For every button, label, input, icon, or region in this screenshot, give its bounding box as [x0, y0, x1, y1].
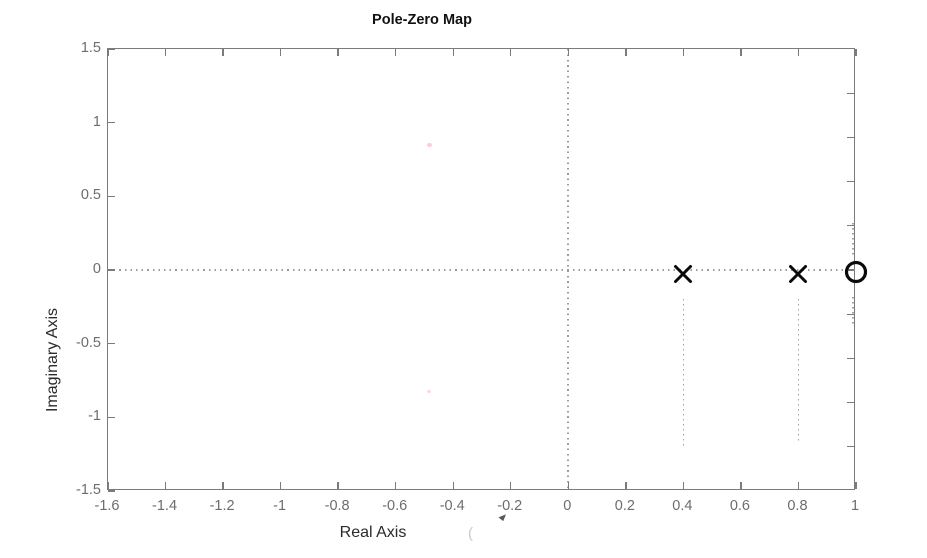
x-tick-label: -1	[273, 498, 287, 514]
y-tick-right	[847, 225, 854, 227]
x-tick-top	[107, 49, 109, 56]
grid-line-y0	[108, 269, 856, 271]
x-tick-label: 0	[563, 498, 572, 514]
y-tick-left	[108, 342, 115, 345]
zero-marker-o	[843, 259, 869, 285]
pole-marker-x	[787, 263, 809, 285]
pole-marker-x	[672, 263, 694, 285]
y-tick-left	[108, 48, 115, 50]
y-tick-left	[108, 195, 115, 198]
y-tick-label: -1	[88, 408, 101, 425]
x-tick-label: -1.4	[152, 498, 178, 514]
x-tick-label: -0.8	[324, 498, 350, 514]
x-tick-label: -0.2	[497, 498, 523, 514]
x-tick-top	[855, 49, 857, 56]
chart-title: Pole-Zero Map	[372, 12, 472, 28]
plot-area	[107, 48, 868, 492]
x-tick-top	[452, 49, 454, 56]
y-axis-label: Imaginary Axis	[44, 307, 61, 413]
y-tick-right	[847, 401, 854, 404]
x-tick-bottom	[107, 482, 109, 489]
x-axis-label: Real Axis	[339, 524, 407, 541]
x-tick-label: 0.8	[787, 498, 808, 514]
x-tick-label: 1	[850, 498, 860, 514]
x-tick-bottom	[797, 482, 800, 489]
x-tick-label: -0.4	[439, 498, 465, 514]
x-tick-bottom	[625, 482, 627, 489]
y-tick-label: 1.5	[80, 40, 101, 56]
y-tick-right	[847, 313, 854, 315]
x-tick-top	[164, 49, 167, 56]
xlabel-paren-artifact: (	[468, 525, 473, 542]
x-tick-bottom	[337, 482, 339, 489]
x-tick-top	[682, 49, 685, 56]
x-tick-label: 0.6	[729, 498, 751, 514]
dotted-stem	[797, 299, 800, 443]
y-tick-right	[847, 446, 854, 448]
y-tick-left	[108, 416, 115, 419]
y-tick-left	[108, 121, 115, 124]
x-tick-bottom	[855, 482, 857, 489]
y-tick-left	[108, 490, 115, 492]
y-tick-left	[108, 269, 115, 271]
x-tick-bottom	[394, 482, 397, 489]
x-tick-top	[279, 49, 282, 56]
pink-dot-artifact	[427, 390, 431, 393]
dotted-stem	[852, 222, 854, 256]
x-tick-bottom	[567, 482, 569, 489]
x-tick-bottom	[682, 482, 685, 489]
y-tick-right	[847, 92, 854, 94]
x-tick-label: -1.2	[209, 498, 235, 514]
x-tick-bottom	[452, 482, 454, 489]
x-tick-top	[222, 49, 224, 56]
y-tick-label: 0.5	[80, 187, 101, 204]
x-tick-bottom	[279, 482, 282, 489]
x-tick-top	[625, 49, 627, 56]
x-tick-label: 0.4	[672, 498, 693, 514]
y-tick-right	[847, 269, 854, 271]
x-tick-top	[510, 49, 512, 56]
dotted-stem	[852, 296, 854, 325]
x-tick-top	[797, 49, 800, 56]
x-tick-top	[740, 49, 742, 56]
x-tick-bottom	[740, 482, 742, 489]
dotted-stem	[682, 299, 685, 447]
x-tick-label: 0.2	[614, 498, 635, 514]
x-tick-bottom	[222, 482, 224, 489]
pink-dot-artifact	[427, 143, 432, 147]
x-tick-top	[394, 49, 397, 56]
x-tick-label: -1.6	[94, 498, 120, 514]
y-tick-right	[847, 136, 854, 139]
y-tick-label: 1	[92, 113, 101, 130]
y-tick-label: 0	[92, 261, 101, 277]
x-tick-top	[337, 49, 339, 56]
x-tick-label: -0.6	[382, 498, 408, 514]
y-tick-label: -0.5	[76, 334, 101, 351]
x-tick-bottom	[510, 482, 512, 489]
y-tick-label: -1.5	[76, 482, 101, 498]
y-tick-right	[847, 180, 854, 183]
x-tick-top	[567, 49, 569, 56]
y-tick-right	[847, 357, 854, 360]
x-tick-bottom	[164, 482, 167, 489]
